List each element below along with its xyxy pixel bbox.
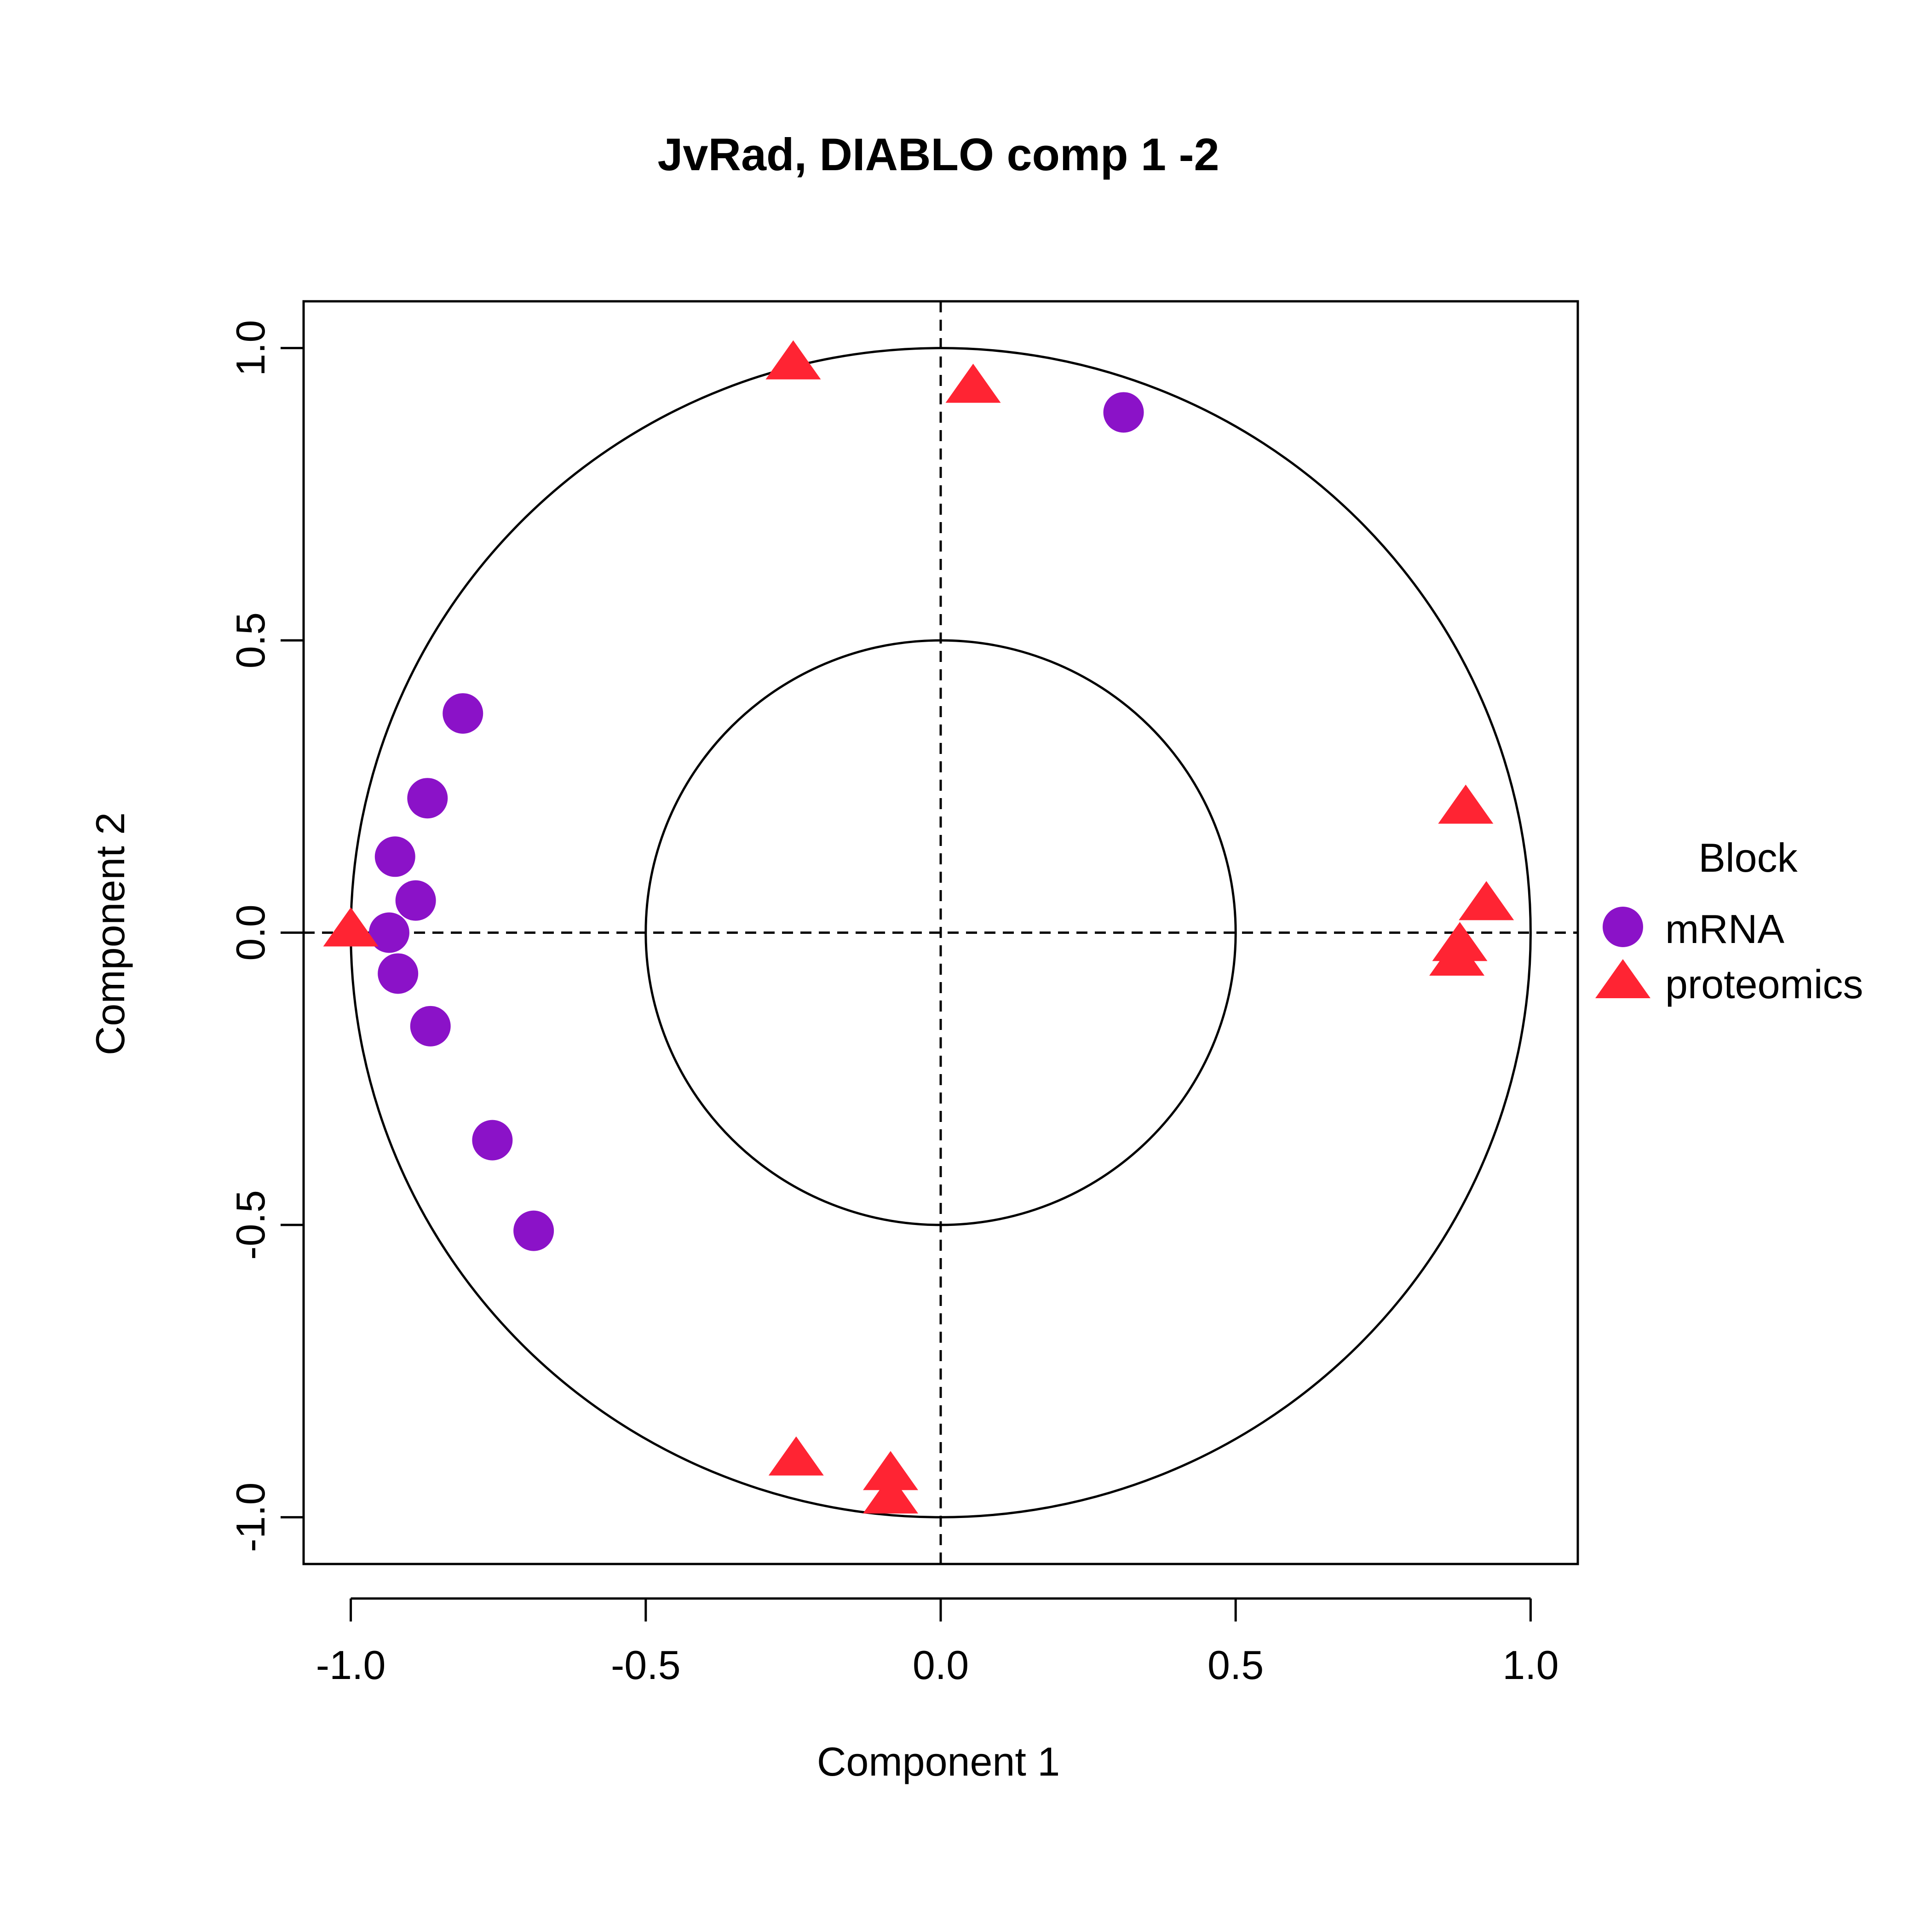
y-axis: -1.0 -0.5 0.0 0.5 1.0 (228, 320, 305, 1552)
y-tick-label: -0.5 (228, 1190, 273, 1260)
y-axis-label: Component 2 (87, 812, 133, 1055)
point-mrna (407, 778, 448, 819)
x-tick-label: -0.5 (611, 1642, 681, 1688)
x-tick-label: 1.0 (1502, 1642, 1558, 1688)
point-proteomics (862, 1474, 918, 1514)
y-tick-label: 0.5 (228, 612, 273, 668)
legend: Block mRNA proteomics (1595, 835, 1863, 1007)
point-proteomics (1459, 881, 1514, 920)
data-points (323, 340, 1514, 1514)
point-proteomics (945, 363, 1001, 403)
point-proteomics (1429, 937, 1485, 976)
point-proteomics (765, 340, 821, 380)
point-mrna (374, 836, 415, 877)
legend-label-mrna: mRNA (1665, 906, 1784, 952)
point-mrna (472, 1120, 513, 1161)
point-mrna (410, 1006, 451, 1046)
y-tick-label: -1.0 (228, 1483, 273, 1552)
point-mrna (378, 953, 419, 994)
legend-label-proteomics: proteomics (1665, 961, 1863, 1007)
y-tick-label: 1.0 (228, 320, 273, 376)
point-proteomics (1438, 784, 1494, 824)
x-tick-label: 0.0 (913, 1642, 969, 1688)
point-mrna (368, 912, 409, 953)
legend-marker-proteomics (1595, 959, 1650, 998)
chart-title: JvRad, DIABLO comp 1 -2 (657, 129, 1219, 180)
legend-marker-mrna (1603, 907, 1643, 947)
point-mrna (443, 693, 483, 734)
point-mrna (1103, 392, 1144, 433)
point-proteomics (862, 1451, 918, 1490)
point-proteomics (768, 1436, 824, 1476)
reference-lines (304, 301, 1578, 1564)
point-mrna (513, 1210, 554, 1251)
x-tick-label: 0.5 (1208, 1642, 1264, 1688)
x-axis: -1.0 -0.5 0.0 0.5 1.0 (316, 1597, 1559, 1688)
x-axis-label: Component 1 (817, 1739, 1060, 1784)
legend-title: Block (1698, 835, 1798, 880)
point-mrna (395, 880, 436, 921)
point-proteomics (323, 907, 379, 947)
x-tick-label: -1.0 (316, 1642, 386, 1688)
y-tick-label: 0.0 (228, 904, 273, 960)
